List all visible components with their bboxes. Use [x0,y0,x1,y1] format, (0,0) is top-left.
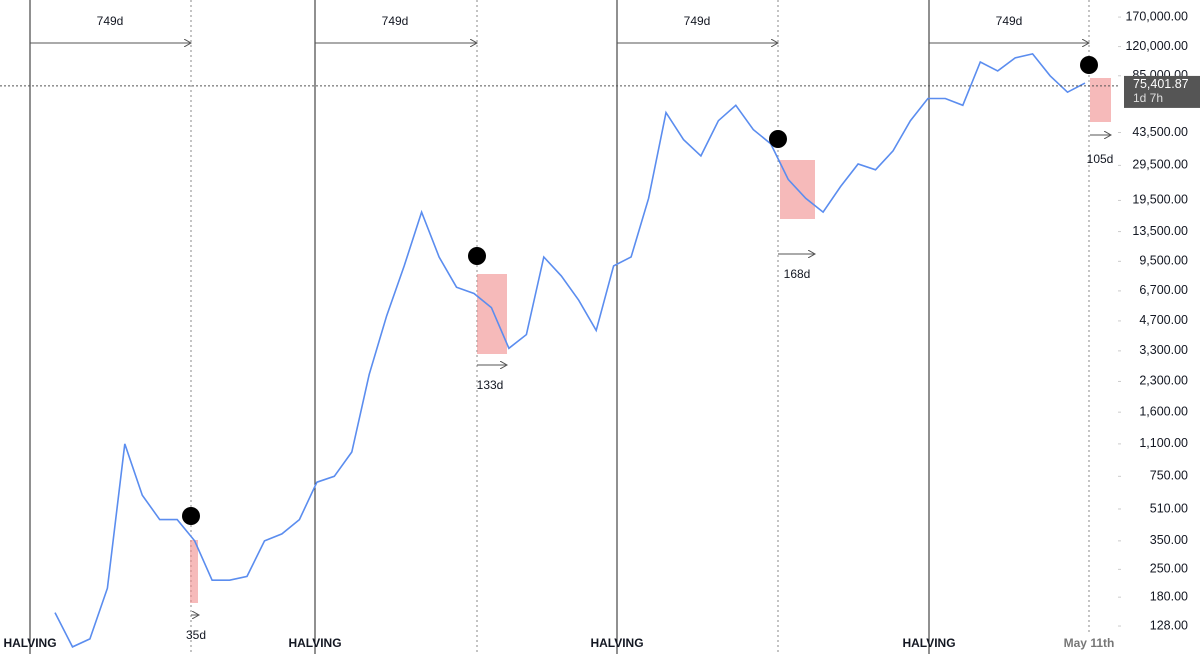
drawdown-box [477,274,507,354]
y-tick-label: 180.00 [1150,589,1188,603]
y-tick-label: 750.00 [1150,469,1188,483]
price-tag [1124,75,1200,108]
cycle-label: 749d [996,14,1023,28]
signal-dot [182,507,200,525]
y-tick-label: 19,500.00 [1132,193,1188,207]
y-tick-label: 120,000.00 [1125,39,1188,53]
signal-dot [769,130,787,148]
y-tick-label: 170,000.00 [1125,9,1188,23]
y-tick-label: 4,700.00 [1139,313,1188,327]
drawdown-label: 168d [784,267,811,281]
y-axis: 170,000.00120,000.0085,000.0043,500.0029… [1118,9,1188,632]
y-tick-label: 250.00 [1150,562,1188,576]
drawdown-label: 133d [477,378,504,392]
y-tick-label: 29,500.00 [1132,158,1188,172]
y-tick-label: 2,300.00 [1139,374,1188,388]
y-tick-label: 43,500.00 [1132,125,1188,139]
axis-bg [1118,0,1200,654]
drawdown-label: 105d [1087,152,1114,166]
cycle-label: 749d [684,14,711,28]
drawdown-box [1090,78,1111,122]
y-tick-label: 13,500.00 [1132,224,1188,238]
halving-label: HALVING [3,636,56,650]
price-line [54,53,1086,648]
halving-label: HALVING [288,636,341,650]
signal-dot [1080,56,1098,74]
countdown-label: 1d 7h [1133,91,1163,105]
drawdown-box [190,540,198,603]
y-tick-label: 128.00 [1150,618,1188,632]
y-tick-label: 1,600.00 [1139,404,1188,418]
y-tick-label: 510.00 [1150,501,1188,515]
halving-label: HALVING [902,636,955,650]
y-tick-label: 6,700.00 [1139,283,1188,297]
y-tick-label: 3,300.00 [1139,343,1188,357]
x-label: May 11th [1064,636,1115,650]
y-tick-label: 1,100.00 [1139,436,1188,450]
x-label-bg [1058,634,1120,654]
y-tick-label: 9,500.00 [1139,254,1188,268]
cycle-label: 749d [382,14,409,28]
y-tick-label: 350.00 [1150,533,1188,547]
cycle-label: 749d [97,14,124,28]
halving-label: HALVING [590,636,643,650]
signal-dot [468,247,486,265]
drawdown-label: 35d [186,628,206,642]
price-tag-label: 75,401.87 [1133,77,1189,91]
